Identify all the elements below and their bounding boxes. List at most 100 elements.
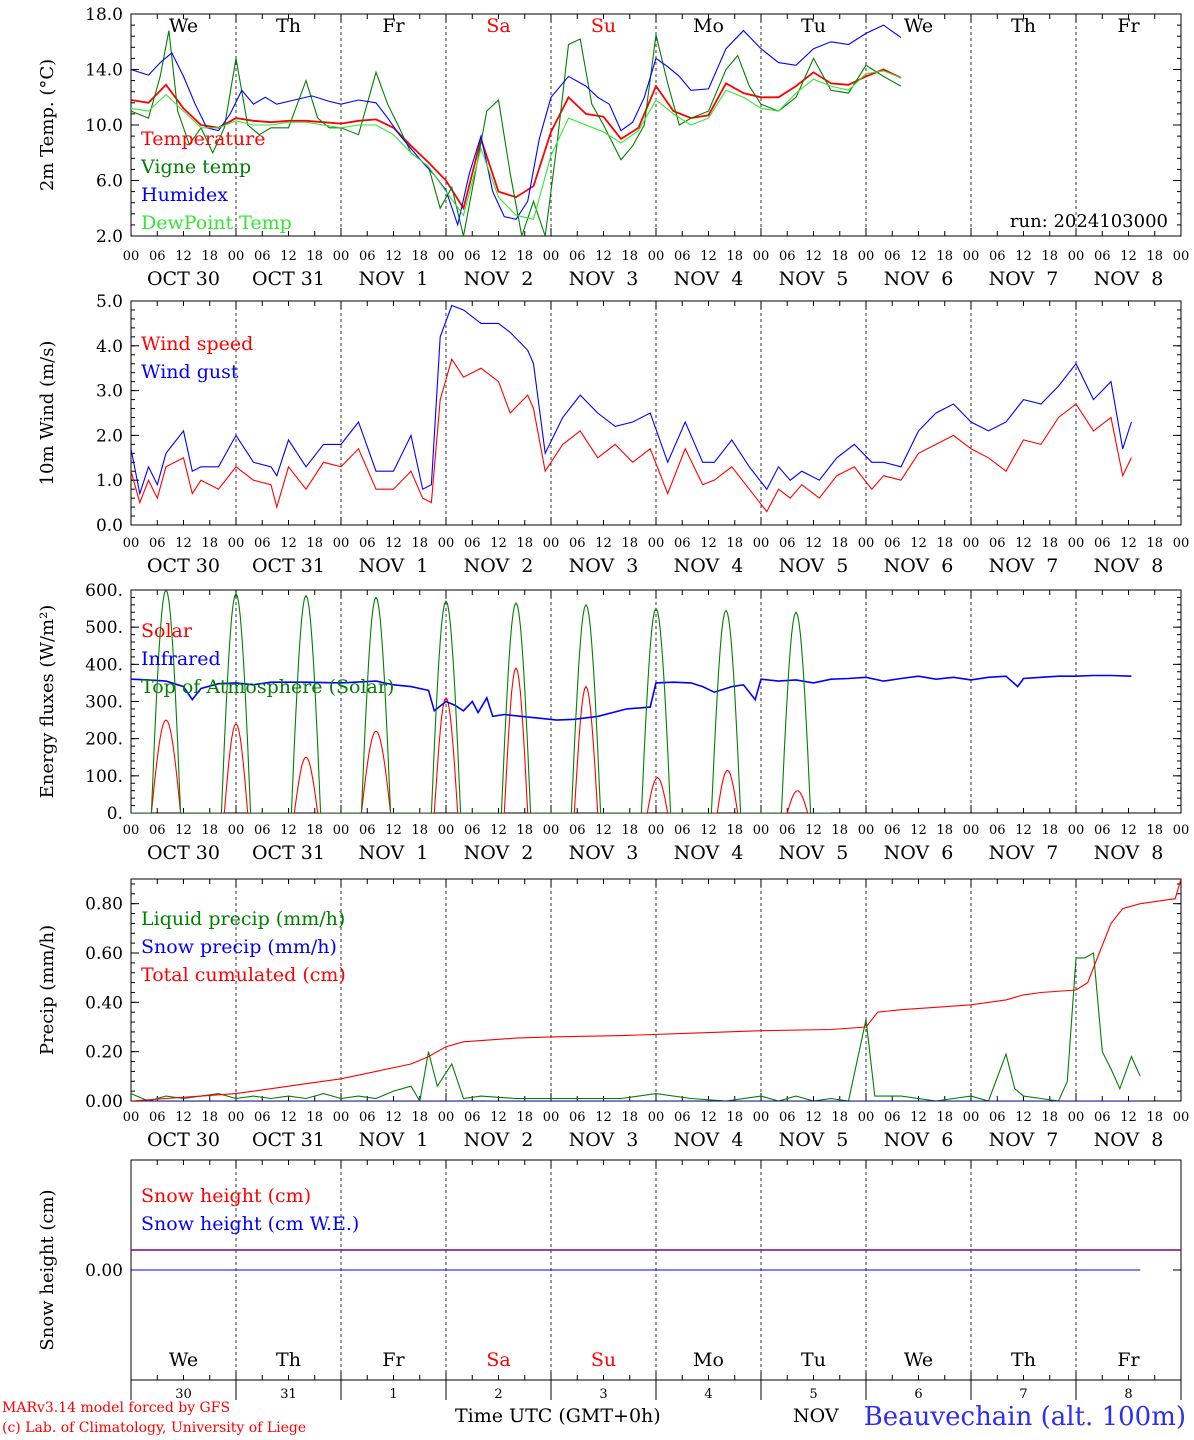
series-line bbox=[131, 70, 902, 220]
hour-label: 18 bbox=[516, 1110, 533, 1125]
hour-label: 00 bbox=[123, 823, 140, 838]
hour-label: 12 bbox=[175, 1110, 192, 1125]
hour-label: 12 bbox=[280, 249, 297, 264]
day-number: 8 bbox=[1124, 1387, 1132, 1402]
hour-label: 00 bbox=[228, 249, 245, 264]
hour-label: 06 bbox=[779, 1110, 796, 1125]
date-label: NOV 5 bbox=[779, 268, 849, 290]
hour-label: 06 bbox=[1094, 249, 1111, 264]
date-label: OCT 31 bbox=[252, 555, 325, 577]
weekday-top: Fr bbox=[382, 15, 405, 37]
hour-label: 06 bbox=[779, 823, 796, 838]
hour-label: 06 bbox=[254, 249, 271, 264]
hour-label: 00 bbox=[438, 1110, 455, 1125]
hour-label: 00 bbox=[858, 1110, 875, 1125]
hour-label: 00 bbox=[963, 536, 980, 551]
hour-label: 18 bbox=[621, 1110, 638, 1125]
hour-label: 18 bbox=[1146, 536, 1163, 551]
day-number: 4 bbox=[704, 1387, 712, 1402]
day-number: 6 bbox=[914, 1387, 922, 1402]
hour-label: 00 bbox=[543, 536, 560, 551]
hour-label: 06 bbox=[884, 1110, 901, 1125]
run-label: run: 2024103000 bbox=[1010, 211, 1168, 232]
date-label: NOV 8 bbox=[1094, 555, 1164, 577]
hour-label: 12 bbox=[1015, 249, 1032, 264]
y-tick-label: 200. bbox=[85, 730, 123, 750]
y-tick-label: 0.80 bbox=[85, 895, 123, 915]
hour-label: 00 bbox=[963, 823, 980, 838]
hour-label: 18 bbox=[411, 823, 428, 838]
hour-label: 00 bbox=[333, 249, 350, 264]
series-line bbox=[131, 879, 1181, 1101]
hour-label: 00 bbox=[1068, 823, 1085, 838]
series-line bbox=[131, 24, 902, 227]
hour-label: 00 bbox=[648, 536, 665, 551]
hour-label: 18 bbox=[831, 1110, 848, 1125]
y-tick-label: 1.0 bbox=[96, 471, 123, 491]
weekday-top: Tu bbox=[801, 15, 826, 37]
hour-label: 06 bbox=[674, 249, 691, 264]
hour-label: 12 bbox=[490, 1110, 507, 1125]
hour-label: 12 bbox=[385, 823, 402, 838]
weekday-top: We bbox=[169, 15, 198, 37]
date-label: NOV 3 bbox=[569, 1129, 639, 1151]
hour-label: 18 bbox=[201, 249, 218, 264]
hour-label: 00 bbox=[123, 1110, 140, 1125]
y-tick-label: 14.0 bbox=[85, 61, 123, 81]
hour-label: 00 bbox=[648, 823, 665, 838]
hour-label: 18 bbox=[201, 823, 218, 838]
y-tick-label: 0. bbox=[107, 804, 123, 824]
hour-label: 12 bbox=[595, 249, 612, 264]
y-tick-label: 18.0 bbox=[85, 5, 123, 25]
weekday-top: Th bbox=[1011, 15, 1036, 37]
hour-label: 12 bbox=[1120, 536, 1137, 551]
nov-fragment: NOV bbox=[793, 1405, 839, 1427]
y-tick-label: 500. bbox=[85, 618, 123, 638]
legend-entry: Top of Atmosphere (Solar) bbox=[141, 676, 394, 698]
hour-label: 12 bbox=[910, 1110, 927, 1125]
hour-label: 00 bbox=[543, 1110, 560, 1125]
weekday-bottom: Sa bbox=[486, 1349, 510, 1371]
hour-label: 06 bbox=[254, 536, 271, 551]
hour-label: 18 bbox=[1146, 249, 1163, 264]
hour-label: 12 bbox=[595, 823, 612, 838]
weekday-top: We bbox=[904, 15, 933, 37]
date-label: NOV 6 bbox=[884, 268, 954, 290]
hour-label: 12 bbox=[805, 823, 822, 838]
y-axis-label: 2m Temp. (°C) bbox=[37, 59, 58, 191]
hour-label: 06 bbox=[254, 1110, 271, 1125]
weekday-bottom: Mo bbox=[693, 1349, 724, 1371]
hour-label: 18 bbox=[726, 249, 743, 264]
hour-label: 00 bbox=[858, 536, 875, 551]
series-line bbox=[131, 68, 902, 211]
hour-label: 00 bbox=[1173, 249, 1190, 264]
hour-label: 00 bbox=[753, 249, 770, 264]
date-label: NOV 2 bbox=[464, 555, 534, 577]
hour-label: 06 bbox=[884, 249, 901, 264]
hour-label: 00 bbox=[333, 1110, 350, 1125]
date-label: NOV 5 bbox=[779, 1129, 849, 1151]
hour-label: 06 bbox=[1094, 1110, 1111, 1125]
hour-label: 00 bbox=[963, 1110, 980, 1125]
hour-label: 00 bbox=[648, 249, 665, 264]
hour-label: 06 bbox=[359, 249, 376, 264]
y-axis-label: Snow height (cm) bbox=[37, 1189, 58, 1350]
y-axis-label: Precip (mm/h) bbox=[37, 925, 58, 1055]
date-label: NOV 8 bbox=[1094, 268, 1164, 290]
hour-label: 12 bbox=[910, 249, 927, 264]
series-line bbox=[131, 674, 1132, 721]
hour-label: 00 bbox=[438, 536, 455, 551]
hour-label: 18 bbox=[306, 823, 323, 838]
hour-label: 12 bbox=[175, 823, 192, 838]
hour-label: 18 bbox=[621, 249, 638, 264]
weekday-top: Fr bbox=[1117, 15, 1140, 37]
weekday-top: Su bbox=[591, 15, 616, 37]
hour-label: 06 bbox=[779, 536, 796, 551]
legend-entry: Solar bbox=[141, 620, 193, 642]
date-label: NOV 2 bbox=[464, 268, 534, 290]
date-label: NOV 6 bbox=[884, 842, 954, 864]
hour-label: 00 bbox=[438, 249, 455, 264]
y-tick-label: 5.0 bbox=[96, 292, 123, 312]
legend-entry: Snow precip (mm/h) bbox=[141, 936, 337, 958]
